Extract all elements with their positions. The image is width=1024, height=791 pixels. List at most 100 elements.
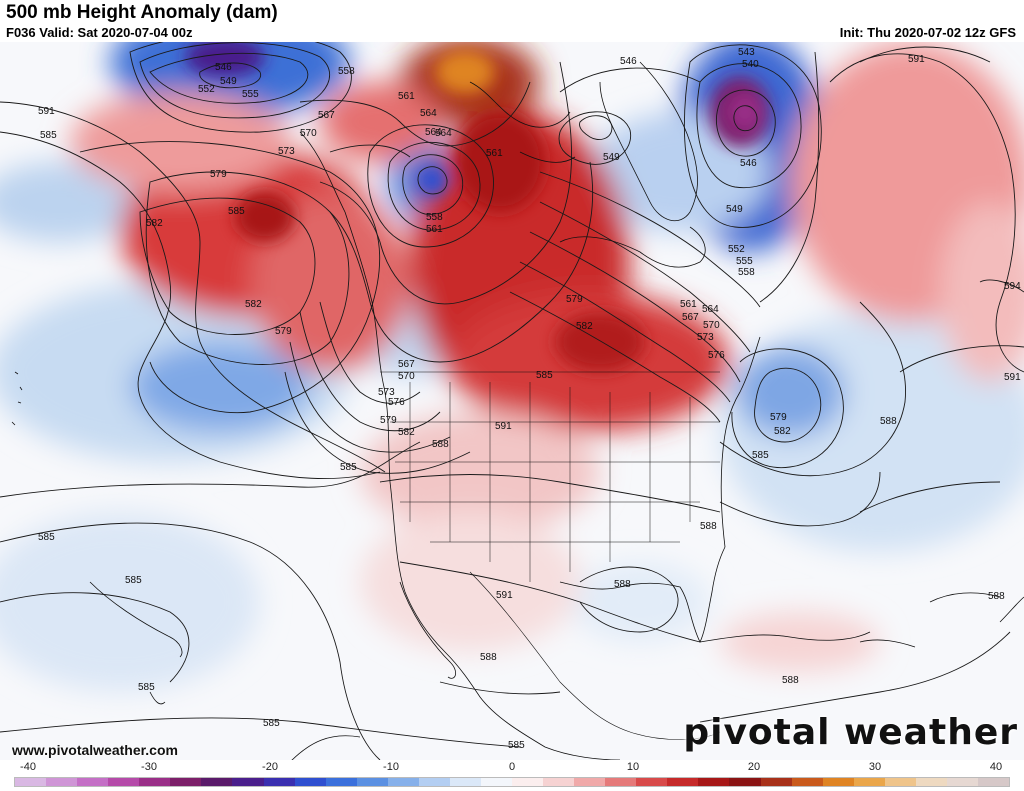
colorbar-cell — [418, 778, 450, 786]
colorbar-cell — [387, 778, 419, 786]
contour-label: 588 — [880, 416, 897, 427]
contour-label: 579 — [380, 415, 397, 426]
contour-label: 576 — [388, 397, 405, 408]
colorbar-cell — [139, 778, 171, 786]
valid-time-label: F036 Valid: Sat 2020-07-04 00z — [6, 25, 193, 40]
contour-label: 582 — [245, 299, 262, 310]
contour-label: 567 — [398, 359, 415, 370]
contour-label: 588 — [782, 675, 799, 686]
contour-label: 558 — [338, 66, 355, 77]
contour-label: 585 — [508, 740, 525, 751]
colorbar-cell — [946, 778, 978, 786]
contour-label: 549 — [603, 152, 620, 163]
colorbar-cell — [636, 778, 668, 786]
colorbar-cell — [822, 778, 854, 786]
colorbar-cell — [915, 778, 947, 786]
contour-label: 585 — [40, 130, 57, 141]
contour-label: 564 — [435, 128, 452, 139]
contour-label: 582 — [774, 426, 791, 437]
colorbar-tick-label: -30 — [141, 761, 157, 773]
contour-label: 564 — [420, 108, 437, 119]
geographic-boundaries — [11, 61, 1024, 760]
contour-label: 585 — [752, 450, 769, 461]
colorbar-tick-label: -20 — [262, 761, 278, 773]
colorbar-cell — [574, 778, 606, 786]
colorbar-tick-label: -40 — [20, 761, 36, 773]
colorbar-cell — [263, 778, 295, 786]
contour-label: 585 — [340, 462, 357, 473]
contour-label: 543 — [738, 47, 755, 58]
contour-label: 591 — [908, 54, 925, 65]
colorbar-cell — [884, 778, 916, 786]
colorbar-cell — [667, 778, 699, 786]
contour-label: 579 — [770, 412, 787, 423]
contour-label: 579 — [210, 169, 227, 180]
colorbar-cell — [77, 778, 109, 786]
contour-label: 570 — [398, 371, 415, 382]
website-url[interactable]: www.pivotalweather.com — [12, 742, 178, 758]
contour-label: 567 — [318, 110, 335, 121]
colorbar-cell — [294, 778, 326, 786]
contour-label: 585 — [536, 370, 553, 381]
colorbar-cell — [170, 778, 202, 786]
contour-label: 546 — [620, 56, 637, 67]
colorbar-cell — [698, 778, 730, 786]
contour-label: 582 — [398, 427, 415, 438]
contour-label: 567 — [682, 312, 699, 323]
height-contours — [0, 42, 1024, 760]
contour-label: 588 — [988, 591, 1005, 602]
contour-label: 588 — [700, 521, 717, 532]
contour-label: 573 — [697, 332, 714, 343]
contour-label: 585 — [125, 575, 142, 586]
map-title: 500 mb Height Anomaly (dam) — [6, 2, 278, 23]
colorbar-cell — [760, 778, 792, 786]
contour-label: 585 — [228, 206, 245, 217]
colorbar-cell — [449, 778, 481, 786]
contour-label: 591 — [38, 106, 55, 117]
colorbar-tick-label: 10 — [626, 761, 640, 773]
colorbar-cell — [791, 778, 823, 786]
colorbar-cell — [729, 778, 761, 786]
contour-label: 591 — [496, 590, 513, 601]
contour-label: 585 — [263, 718, 280, 729]
contour-label: 573 — [278, 146, 295, 157]
colorbar-cell — [201, 778, 233, 786]
contour-label: 570 — [300, 128, 317, 139]
colorbar-cell — [46, 778, 78, 786]
contour-label: 585 — [138, 682, 155, 693]
colorbar-tick-label: 0 — [508, 761, 516, 773]
colorbar-cell — [480, 778, 512, 786]
colorbar-cell — [232, 778, 264, 786]
colorbar-gradient — [14, 777, 1010, 787]
colorbar-cell — [853, 778, 885, 786]
colorbar-cell — [108, 778, 140, 786]
contour-label: 552 — [198, 84, 215, 95]
brand-logo: pivotal weather — [683, 712, 1018, 753]
contour-label: 546 — [740, 158, 757, 169]
colorbar-cell — [977, 778, 1009, 786]
contour-label: 549 — [726, 204, 743, 215]
contour-label: 591 — [1004, 372, 1021, 383]
contour-label: 573 — [378, 387, 395, 398]
colorbar-cell — [543, 778, 575, 786]
contour-labels: 546 549 552 555 558 561 564 567 570 573 … — [38, 47, 1021, 751]
contour-label: 564 — [425, 127, 442, 138]
init-time-label: Init: Thu 2020-07-02 12z GFS — [839, 25, 1016, 40]
contour-label: 549 — [220, 76, 237, 87]
contour-label: 585 — [38, 532, 55, 543]
colorbar-tick-label: 40 — [989, 761, 1003, 773]
contour-label: 561 — [486, 148, 503, 159]
anomaly-colorbar: -40 -30 -20 -10 0 10 20 30 40 — [14, 760, 1010, 791]
contour-label: 555 — [736, 256, 753, 267]
contour-label: 582 — [576, 321, 593, 332]
contour-label: 558 — [738, 267, 755, 278]
colorbar-tick-label: -10 — [383, 761, 399, 773]
contour-label: 591 — [495, 421, 512, 432]
contour-label: 594 — [1004, 281, 1021, 292]
contour-label: 582 — [146, 218, 163, 229]
contour-label: 579 — [275, 326, 292, 337]
contour-label: 555 — [242, 89, 259, 100]
colorbar-cell — [605, 778, 637, 786]
contour-label: 588 — [432, 439, 449, 450]
contour-label: 552 — [728, 244, 745, 255]
